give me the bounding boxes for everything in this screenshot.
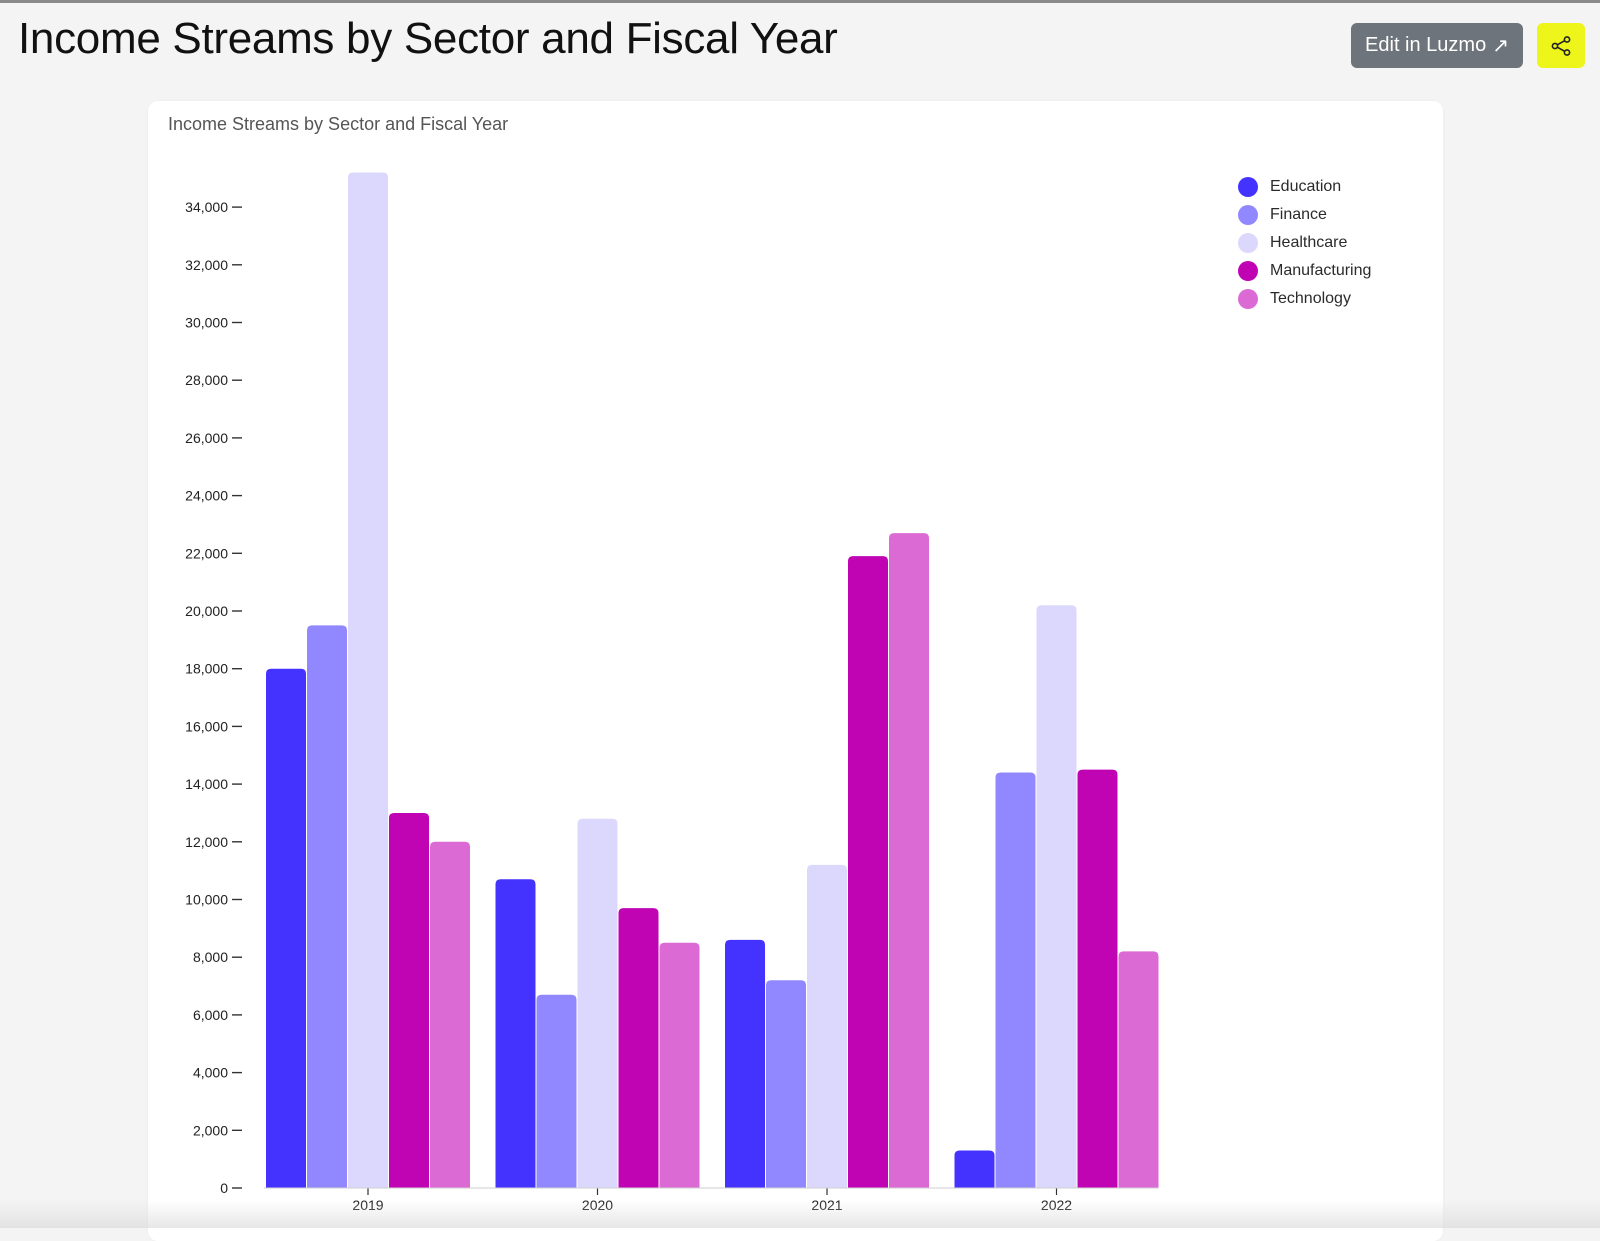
bar-manufacturing-2022[interactable] bbox=[1077, 769, 1118, 1188]
bar-manufacturing-2020[interactable] bbox=[618, 908, 659, 1188]
bar-manufacturing-2019[interactable] bbox=[389, 812, 429, 1188]
legend-item[interactable]: Manufacturing bbox=[1238, 257, 1371, 285]
share-icon bbox=[1551, 35, 1571, 56]
bar-manufacturing-2021[interactable] bbox=[848, 556, 888, 1188]
bar-technology-2022[interactable] bbox=[1118, 951, 1159, 1188]
y-tick-label: 18,000 bbox=[185, 661, 228, 677]
y-tick-label: 14,000 bbox=[185, 776, 228, 792]
y-tick-label: 22,000 bbox=[185, 545, 228, 561]
bar-education-2019[interactable] bbox=[266, 668, 306, 1188]
x-tick-label: 2021 bbox=[811, 1197, 842, 1213]
legend-swatch bbox=[1238, 177, 1258, 197]
legend-swatch bbox=[1238, 205, 1258, 225]
bar-finance-2021[interactable] bbox=[766, 980, 806, 1188]
y-tick-label: 26,000 bbox=[185, 430, 228, 446]
y-tick-label: 20,000 bbox=[185, 603, 228, 619]
bar-healthcare-2021[interactable] bbox=[807, 864, 847, 1188]
legend-item[interactable]: Technology bbox=[1238, 285, 1371, 313]
bar-healthcare-2019[interactable] bbox=[348, 172, 388, 1189]
legend-item[interactable]: Healthcare bbox=[1238, 229, 1371, 257]
y-tick-label: 28,000 bbox=[185, 372, 228, 388]
y-tick-label: 6,000 bbox=[193, 1007, 228, 1023]
bar-finance-2022[interactable] bbox=[995, 772, 1036, 1188]
page-title: Income Streams by Sector and Fiscal Year bbox=[18, 14, 838, 63]
legend-label: Manufacturing bbox=[1270, 262, 1372, 279]
external-arrow-icon: ↗ bbox=[1492, 34, 1509, 57]
legend-item[interactable]: Education bbox=[1238, 173, 1371, 201]
legend-label: Technology bbox=[1270, 290, 1351, 307]
bar-chart: 0 2,000 4,000 6,000 8,000 10,000 12,000 14,000 1… bbox=[185, 172, 1159, 1213]
y-tick-label: 12,000 bbox=[185, 834, 228, 850]
bar-technology-2021[interactable] bbox=[889, 533, 929, 1188]
bar-education-2021[interactable] bbox=[725, 939, 765, 1188]
bar-technology-2019[interactable] bbox=[430, 841, 470, 1188]
y-tick-label: 34,000 bbox=[185, 199, 228, 215]
legend-swatch bbox=[1238, 289, 1258, 309]
x-tick-label: 2019 bbox=[352, 1197, 383, 1213]
bar-education-2020[interactable] bbox=[495, 879, 536, 1188]
legend-swatch bbox=[1238, 261, 1258, 281]
y-tick-label: 2,000 bbox=[193, 1122, 228, 1138]
legend-swatch bbox=[1238, 233, 1258, 253]
edit-in-luzmo-button[interactable]: Edit in Luzmo ↗ bbox=[1351, 23, 1523, 68]
y-tick-label: 10,000 bbox=[185, 892, 228, 908]
bar-finance-2020[interactable] bbox=[536, 994, 577, 1188]
chart-title: Income Streams by Sector and Fiscal Year bbox=[168, 114, 509, 134]
x-tick-label: 2020 bbox=[582, 1197, 613, 1213]
legend-label: Education bbox=[1270, 178, 1342, 195]
bar-healthcare-2022[interactable] bbox=[1036, 605, 1077, 1188]
bar-healthcare-2020[interactable] bbox=[577, 818, 618, 1188]
chart-card: Income Streams by Sector and Fiscal Year… bbox=[148, 101, 1443, 1241]
x-tick-label: 2022 bbox=[1041, 1197, 1072, 1213]
edit-button-label: Edit in Luzmo bbox=[1365, 34, 1487, 56]
bar-finance-2019[interactable] bbox=[307, 625, 347, 1188]
y-tick-label: 24,000 bbox=[185, 488, 228, 504]
legend-label: Finance bbox=[1270, 206, 1327, 223]
bar-technology-2020[interactable] bbox=[659, 942, 700, 1188]
bar-education-2022[interactable] bbox=[954, 1150, 995, 1188]
top-border bbox=[0, 0, 1600, 3]
y-tick-label: 4,000 bbox=[193, 1065, 228, 1081]
y-tick-label: 32,000 bbox=[185, 257, 228, 273]
y-tick-label: 0 bbox=[220, 1180, 228, 1196]
y-tick-label: 16,000 bbox=[185, 718, 228, 734]
y-tick-label: 30,000 bbox=[185, 315, 228, 331]
chart-legend: Education Finance Healthcare Manufacturing T… bbox=[1238, 173, 1371, 313]
legend-label: Healthcare bbox=[1270, 234, 1348, 251]
y-tick-label: 8,000 bbox=[193, 949, 228, 965]
share-button[interactable] bbox=[1537, 23, 1585, 68]
legend-item[interactable]: Finance bbox=[1238, 201, 1371, 229]
